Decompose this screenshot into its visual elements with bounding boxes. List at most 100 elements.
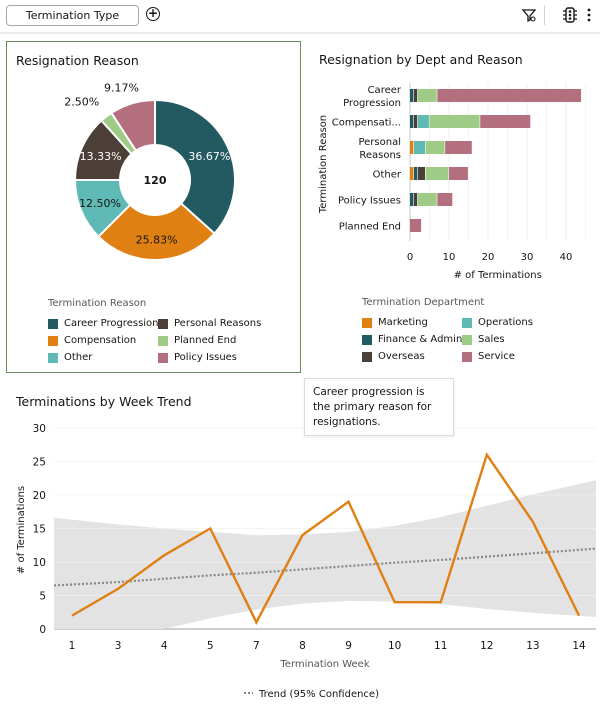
legend-item[interactable]: Finance & Admin [362,334,462,345]
legend-item[interactable]: Personal Reasons [158,318,261,329]
x-tick-label: 30 [521,252,534,263]
legend-swatch [462,334,472,345]
legend-swatch [362,351,372,362]
bar-segment [437,89,581,102]
dept-reason-panel: Resignation by Dept and Reason 0 10 20 30 40… [305,41,600,373]
category-label: Other [373,170,402,181]
filter-icon[interactable] [520,6,538,24]
traffic-light-icon[interactable] [561,6,579,24]
category-label: Personal [358,137,401,148]
legend-item[interactable]: Policy Issues [158,352,237,363]
legend-swatch [48,318,58,329]
bar-segment [413,167,418,180]
legend-label: Operations [478,317,533,328]
panel-title: Resignation Reason [16,53,139,68]
legend-item[interactable]: Service [462,351,515,362]
legend-item[interactable]: Compensation [48,335,136,346]
y-tick-label: 20 [33,490,46,502]
x-tick-label: 8 [299,640,306,652]
x-tick-label: 7 [253,640,260,652]
legend-item[interactable]: Sales [462,334,505,345]
confidence-band [54,480,596,629]
legend-item[interactable]: Overseas [362,351,425,362]
bar-segment [417,193,437,206]
x-tick-label: 14 [572,640,586,652]
bar-segment [410,219,422,232]
bar-segment [480,115,531,128]
legend-item[interactable]: Marketing [362,317,428,328]
legend-swatch [158,318,168,329]
stacked-bar-chart: 0 10 20 30 40 Career Progression Compensati... P… [318,83,586,281]
more-vert-icon[interactable] [584,6,594,24]
x-tick-label: 0 [407,252,413,263]
x-tick-label: 11 [434,640,447,652]
trend-legend-label: Trend (95% Confidence) [258,689,379,700]
y-tick-label: 25 [33,457,46,469]
legend-label: Compensation [64,335,137,346]
termination-type-filter[interactable]: Termination Type [6,5,139,26]
terminations-line [71,452,581,625]
legend-swatch [48,335,58,346]
category-label: Reasons [359,150,401,161]
x-axis-title: Termination Week [279,659,369,670]
resignation-reason-panel[interactable]: Resignation Reason 36.67% 25.83% 12.50% 13.… [6,41,301,373]
legend-swatch [362,317,372,328]
bar-segment [410,167,414,180]
category-label: Policy Issues [338,196,401,207]
x-tick-label: 20 [482,252,495,263]
bar-segment [417,115,429,128]
bar-segment [413,89,418,102]
category-label: Planned End [339,222,401,233]
y-tick-label: 10 [33,557,46,569]
legend-label: Policy Issues [174,352,238,363]
x-axis-title: # of Terminations [454,270,542,281]
donut-slice [110,98,156,153]
slice-label: 36.67% [188,150,230,163]
legend-title: Termination Department [362,297,485,308]
plus-circle-icon[interactable]: + [146,6,160,21]
bar-segment [410,141,414,154]
legend-label: Finance & Admin [378,334,463,345]
legend-label: Marketing [378,317,428,328]
bar-segment [425,141,445,154]
donut-slice [154,98,236,235]
donut-slice [97,202,216,261]
panel-title: Terminations by Week Trend [16,394,192,409]
y-tick-label: 15 [33,524,46,536]
x-tick-label: 4 [161,640,168,652]
trend-line [53,547,597,587]
legend-label: Overseas [378,351,425,362]
bar-segment [417,167,425,180]
donut-center-total: 120 [144,174,167,187]
bar-segment [429,115,480,128]
bar-segment [449,167,468,180]
bar-segment [425,167,449,180]
insight-tooltip: Career progression is the primary reason… [304,378,454,436]
slice-label: 12.50% [79,197,121,210]
y-tick-label: 5 [39,591,46,603]
legend-swatch [462,317,472,328]
legend-label: Other [64,352,93,363]
legend-swatch [158,335,168,346]
bar-segment [417,89,437,102]
x-tick-label: 3 [115,640,122,652]
donut-chart: 36.67% 25.83% 12.50% 13.33% 2.50% 9.17% 120 [64,82,236,261]
bar-segment [410,115,414,128]
x-tick-label: 10 [388,640,401,652]
bar-segment [445,141,472,154]
legend-item[interactable]: Career Progression [48,318,159,329]
legend-item[interactable]: Other [48,352,92,363]
x-tick-label: 10 [443,252,456,263]
x-tick-label: 13 [526,640,539,652]
x-tick-label: 9 [345,640,352,652]
y-tick-label: 30 [33,423,46,435]
bar-segment [410,89,414,102]
slice-label: 2.50% [64,95,99,108]
bar-segment [410,193,414,206]
legend-label: Service [478,351,515,362]
legend-label: Sales [478,334,505,345]
toolbar: Termination Type + [0,0,600,34]
legend-item[interactable]: Planned End [158,335,236,346]
legend-item[interactable]: Operations [462,317,533,328]
